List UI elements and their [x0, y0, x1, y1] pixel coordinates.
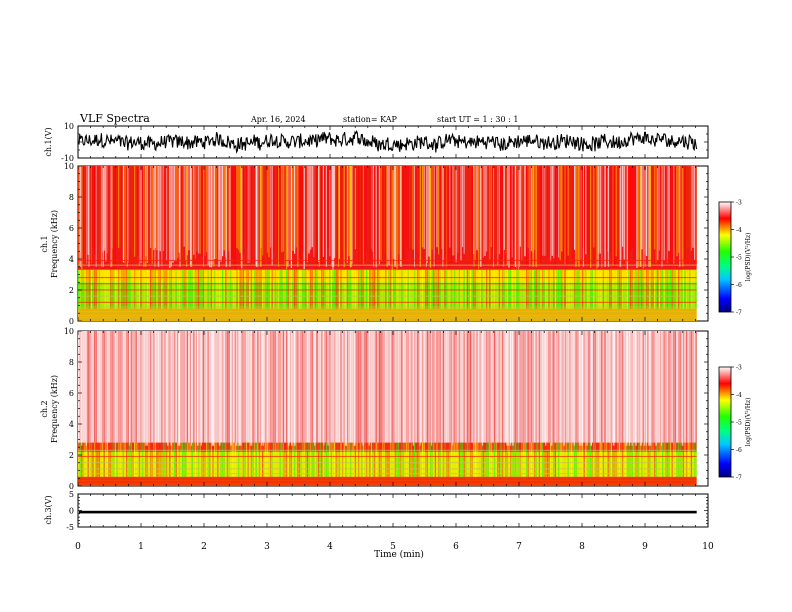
- y-tick-label: 10: [64, 162, 74, 171]
- colorbar-tick-label: -4: [736, 392, 742, 399]
- ch3-waveform-band: [79, 510, 697, 514]
- x-tick-label: 5: [390, 542, 396, 552]
- y-tick-label: 5: [69, 490, 74, 499]
- ch1-colorbar-label: log(PSD)(V²/Hz): [745, 233, 752, 282]
- x-tick-label: 3: [264, 542, 270, 552]
- ch3-waveform-frame: [77, 493, 709, 528]
- x-tick-label: 4: [327, 542, 333, 552]
- x-tick-label: 10: [702, 542, 714, 552]
- colorbar-tick-label: -4: [736, 227, 742, 234]
- y-tick-label: 0: [69, 482, 74, 491]
- y-tick-label: 6: [69, 389, 74, 398]
- x-tick-label: 9: [642, 542, 648, 552]
- colorbar-tick-label: -5: [736, 255, 742, 262]
- y-tick-label: 2: [69, 451, 74, 460]
- ch1-spectrogram-image: [78, 166, 697, 321]
- ch1-waveform-ylabel: ch.1(V): [44, 127, 53, 156]
- ch1-colorbar: -3 -4 -5 -6 -7 log(PSD)(V²/Hz): [718, 200, 752, 317]
- station-label: station= KAP: [343, 115, 398, 124]
- x-tick-label: 0: [75, 542, 81, 552]
- colorbar-tick-label: -7: [736, 475, 742, 482]
- ch2-colorbar-label: log(PSD)(V²/Hz): [745, 398, 752, 447]
- y-tick-label: 0: [69, 317, 74, 326]
- colorbar-tick-label: -5: [736, 420, 742, 427]
- ch3-waveform-trace: [79, 510, 697, 514]
- colorbar-tick-label: -3: [736, 365, 742, 372]
- colorbar-tick-label: -7: [736, 310, 742, 317]
- y-tick-label: -5: [66, 523, 74, 532]
- x-tick-label: 2: [201, 542, 207, 552]
- ch1-spectrogram-ylabel-channel: ch.1: [40, 235, 49, 252]
- start-time-label: start UT = 1 : 30 : 1: [437, 115, 518, 124]
- ch2-colorbar: -3 -4 -5 -6 -7 log(PSD)(V²/Hz): [718, 365, 752, 482]
- colorbar-tick-label: -6: [736, 447, 742, 454]
- ch1-spectrogram-ylabel-freq: Frequency (kHz): [50, 210, 59, 278]
- y-tick-label: 4: [69, 255, 74, 264]
- ch3-waveform-ylabel: ch.3(V): [44, 495, 53, 524]
- figure-title: VLF Spectra: [79, 112, 150, 125]
- ch1-waveform-line: [78, 129, 698, 154]
- date-label: Apr. 16, 2024: [250, 115, 306, 124]
- y-tick-label: 2: [69, 286, 74, 295]
- y-tick-label: 10: [64, 122, 74, 131]
- y-tick-label: 8: [69, 358, 74, 367]
- y-tick-label: 8: [69, 193, 74, 202]
- colorbar-tick-label: -6: [736, 282, 742, 289]
- x-tick-label: 1: [138, 542, 144, 552]
- y-tick-label: 10: [64, 327, 74, 336]
- x-tick-label: 7: [516, 542, 522, 552]
- x-axis-label: Time (min): [374, 549, 424, 560]
- y-tick-label: 6: [69, 224, 74, 233]
- colorbar-tick-label: -3: [736, 200, 742, 207]
- y-tick-label: 0: [69, 507, 74, 516]
- x-tick-label: 8: [579, 542, 585, 552]
- y-tick-label: 4: [69, 420, 74, 429]
- ch2-spectrogram-ylabel-channel: ch.2: [40, 400, 49, 417]
- ch2-spectrogram-ylabel-freq: Frequency (kHz): [50, 375, 59, 443]
- ch1-waveform-trace: [78, 129, 698, 154]
- ch2-spectrogram-image: [78, 331, 697, 486]
- x-tick-label: 6: [453, 542, 459, 552]
- y-tick-label: -10: [61, 154, 74, 163]
